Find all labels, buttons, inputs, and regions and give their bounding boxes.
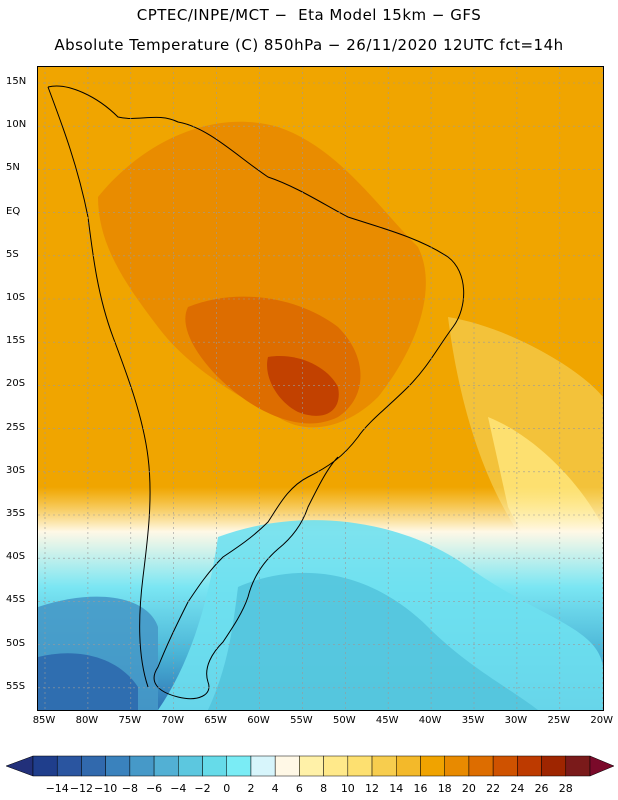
lon-label: 35W (461, 715, 485, 726)
colorbar-cell (250, 755, 276, 777)
colorbar-label: −14 (45, 782, 69, 795)
graticule (38, 67, 603, 710)
lon-label: 30W (504, 715, 528, 726)
colorbar-cell (56, 755, 82, 777)
colorbar-cell (274, 755, 300, 777)
colorbar-label: 18 (437, 782, 452, 795)
colorbar-label: −6 (145, 782, 163, 795)
lon-label: 80W (75, 715, 99, 726)
colorbar-label: 16 (413, 782, 428, 795)
colorbar-label: 26 (534, 782, 549, 795)
colorbar-label: 20 (461, 782, 476, 795)
colorbar-cell (129, 755, 155, 777)
lon-label: 45W (375, 715, 399, 726)
colorbar-cell (153, 755, 179, 777)
colorbar-cell (323, 755, 349, 777)
lat-label: 25S (6, 421, 26, 433)
lon-label: 20W (590, 715, 613, 726)
colorbar-cell (517, 755, 542, 777)
lon-label: 50W (332, 715, 356, 726)
colorbar-label: 0 (223, 782, 231, 795)
hottest-core (267, 356, 339, 416)
colorbar-cell (299, 755, 324, 777)
colorbar-cell (81, 755, 106, 777)
colorbar-cell (105, 755, 131, 777)
lat-label: EQ (6, 205, 21, 217)
colorbar-label: 14 (389, 782, 404, 795)
lon-label: 85W (32, 715, 56, 726)
lat-label: 5S (6, 248, 19, 260)
colorbar-cell (468, 755, 494, 777)
lon-label: 25W (547, 715, 571, 726)
lon-label: 75W (118, 715, 142, 726)
colorbar-label: −2 (194, 782, 211, 795)
colorbar-over-arrow (589, 755, 615, 777)
lat-label: 5N (6, 162, 20, 174)
lat-label: 15N (6, 76, 27, 87)
lat-label: 55S (6, 680, 26, 692)
lon-label: 55W (290, 715, 313, 726)
colorbar-cell (420, 755, 445, 777)
colorbar-label: 12 (365, 782, 380, 795)
lat-label: 35S (6, 508, 26, 519)
coastline (47, 85, 465, 700)
lat-label: 10N (6, 119, 27, 131)
colorbar-cell (565, 755, 591, 777)
colorbar-cell (492, 755, 518, 777)
colorbar-label: 4 (271, 782, 279, 795)
colorbar-label: −4 (170, 782, 187, 795)
lat-label: 30S (6, 464, 26, 476)
lat-label: 15S (6, 335, 26, 347)
temperature-map (37, 66, 604, 711)
colorbar-cell (371, 755, 397, 777)
colorbar-label: 2 (247, 782, 255, 795)
lon-label: 65W (204, 715, 227, 726)
colorbar-cell (541, 755, 567, 777)
colorbar-cell (347, 755, 373, 777)
colorbar-label: 8 (320, 782, 328, 795)
colorbar-label: −8 (121, 782, 138, 795)
colorbar-cell (202, 755, 227, 777)
colorbar-cell (226, 755, 252, 777)
colorbar-label: 22 (486, 782, 501, 795)
colorbar-cell (32, 755, 58, 777)
chart-subtitle: Absolute Temperature (C) 850hPa − 26/11/… (54, 36, 564, 54)
lat-label: 45S (6, 594, 26, 606)
colorbar-under-arrow (5, 755, 34, 777)
chart-title: CPTEC/INPE/MCT − Eta Model 15km − GFS (136, 6, 482, 24)
colorbar (5, 755, 615, 777)
colorbar-cell (178, 755, 203, 777)
cold-core (208, 572, 538, 710)
colorbar-label: 24 (510, 782, 525, 795)
lat-label: 40S (6, 551, 26, 563)
colorbar-label: −12 (69, 782, 94, 795)
lon-label: 70W (161, 715, 184, 726)
map-canvas (38, 67, 603, 710)
colorbar-cell (444, 755, 470, 777)
lat-label: 10S (6, 292, 26, 303)
lon-label: 40W (418, 715, 442, 726)
colorbar-cell (396, 755, 421, 777)
lat-label: 20S (6, 378, 26, 390)
lat-label: 50S (6, 637, 26, 649)
southwest-coldest (38, 653, 138, 710)
lon-label: 60W (247, 715, 270, 726)
colorbar-label: 28 (558, 782, 573, 795)
colorbar-label: 10 (340, 782, 355, 795)
colorbar-label: −10 (94, 782, 118, 795)
colorbar-label: 6 (295, 782, 303, 795)
